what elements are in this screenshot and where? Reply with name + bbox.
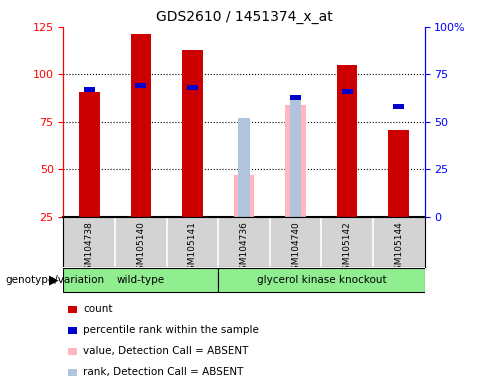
Text: GSM105142: GSM105142 (343, 221, 352, 276)
Text: GSM104740: GSM104740 (291, 221, 300, 276)
Bar (342, 89, 353, 94)
Bar (182, 50, 203, 217)
Bar (234, 175, 254, 217)
Text: glycerol kinase knockout: glycerol kinase knockout (257, 275, 386, 285)
Bar (238, 118, 250, 217)
Text: genotype/variation: genotype/variation (5, 275, 104, 285)
Text: value, Detection Call = ABSENT: value, Detection Call = ABSENT (83, 346, 248, 356)
Bar (135, 83, 146, 88)
Text: ▶: ▶ (49, 274, 59, 287)
Bar (83, 87, 95, 92)
Text: GSM104738: GSM104738 (85, 221, 94, 276)
Text: GSM104736: GSM104736 (240, 221, 248, 276)
Text: GSM105141: GSM105141 (188, 221, 197, 276)
Bar (290, 97, 301, 217)
Bar (393, 104, 405, 109)
Text: count: count (83, 304, 112, 314)
Bar (388, 129, 409, 217)
Text: rank, Detection Call = ABSENT: rank, Detection Call = ABSENT (83, 367, 244, 377)
Bar (79, 91, 100, 217)
Bar (337, 65, 358, 217)
FancyBboxPatch shape (218, 268, 425, 293)
Text: GSM105144: GSM105144 (394, 221, 403, 276)
FancyBboxPatch shape (63, 268, 218, 293)
Bar (290, 95, 301, 99)
Text: wild-type: wild-type (117, 275, 165, 285)
Bar (130, 35, 151, 217)
Text: percentile rank within the sample: percentile rank within the sample (83, 325, 259, 335)
Text: GSM105140: GSM105140 (136, 221, 145, 276)
Title: GDS2610 / 1451374_x_at: GDS2610 / 1451374_x_at (156, 10, 332, 25)
Bar (187, 85, 198, 90)
Bar (285, 105, 306, 217)
